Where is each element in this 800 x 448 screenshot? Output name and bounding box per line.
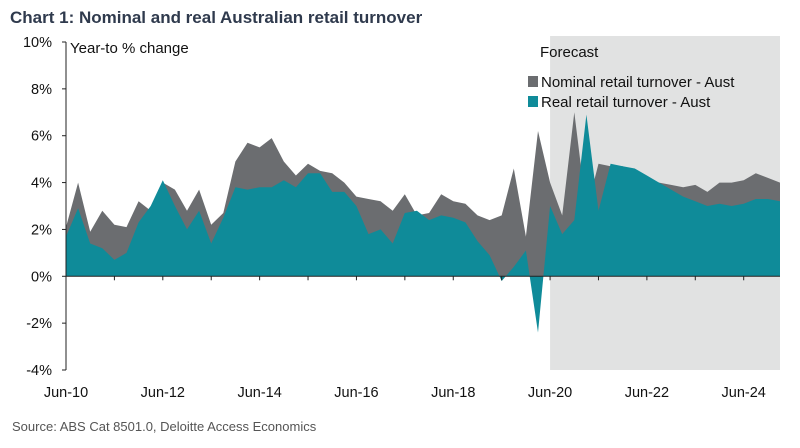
- x-tick-label: Jun-20: [528, 385, 572, 401]
- series-layer: [66, 112, 780, 333]
- y-axis-label: Year-to % change: [70, 40, 189, 57]
- y-tick-label: 2%: [31, 222, 52, 238]
- legend-swatch: [528, 96, 538, 107]
- x-tick-label: Jun-12: [141, 385, 185, 401]
- y-tick-label: 8%: [31, 82, 52, 98]
- x-tick-label: Jun-22: [625, 385, 669, 401]
- legend: Nominal retail turnover - Aust Real retai…: [528, 74, 735, 111]
- x-tick-label: Jun-16: [334, 385, 378, 401]
- y-tick-label: -2%: [26, 316, 52, 332]
- x-tick-label: Jun-10: [44, 385, 88, 401]
- chart-source: Source: ABS Cat 8501.0, Deloitte Access …: [12, 419, 317, 434]
- forecast-label: Forecast: [540, 44, 599, 61]
- legend-label: Real retail turnover - Aust: [541, 94, 711, 111]
- y-tick-label: 10%: [23, 35, 52, 51]
- legend-label: Nominal retail turnover - Aust: [541, 74, 735, 91]
- y-tick-label: 6%: [31, 129, 52, 145]
- y-tick-label: 4%: [31, 176, 52, 192]
- y-tick-label: -4%: [26, 363, 52, 379]
- x-tick-label: Jun-14: [237, 385, 281, 401]
- legend-swatch: [528, 76, 538, 87]
- x-tick-label: Jun-24: [722, 385, 766, 401]
- x-ticks: Jun-10 Jun-12 Jun-14 Jun-16 Jun-18 Jun-20 Jun-…: [44, 276, 766, 401]
- y-tick-label: 0%: [31, 269, 52, 285]
- y-ticks: -4% -2% 0% 2% 4% 6% 8% 10%: [23, 35, 66, 379]
- series-area-real: [66, 114, 780, 333]
- chart-title: Chart 1: Nominal and real Australian ret…: [10, 8, 423, 27]
- x-tick-label: Jun-18: [431, 385, 475, 401]
